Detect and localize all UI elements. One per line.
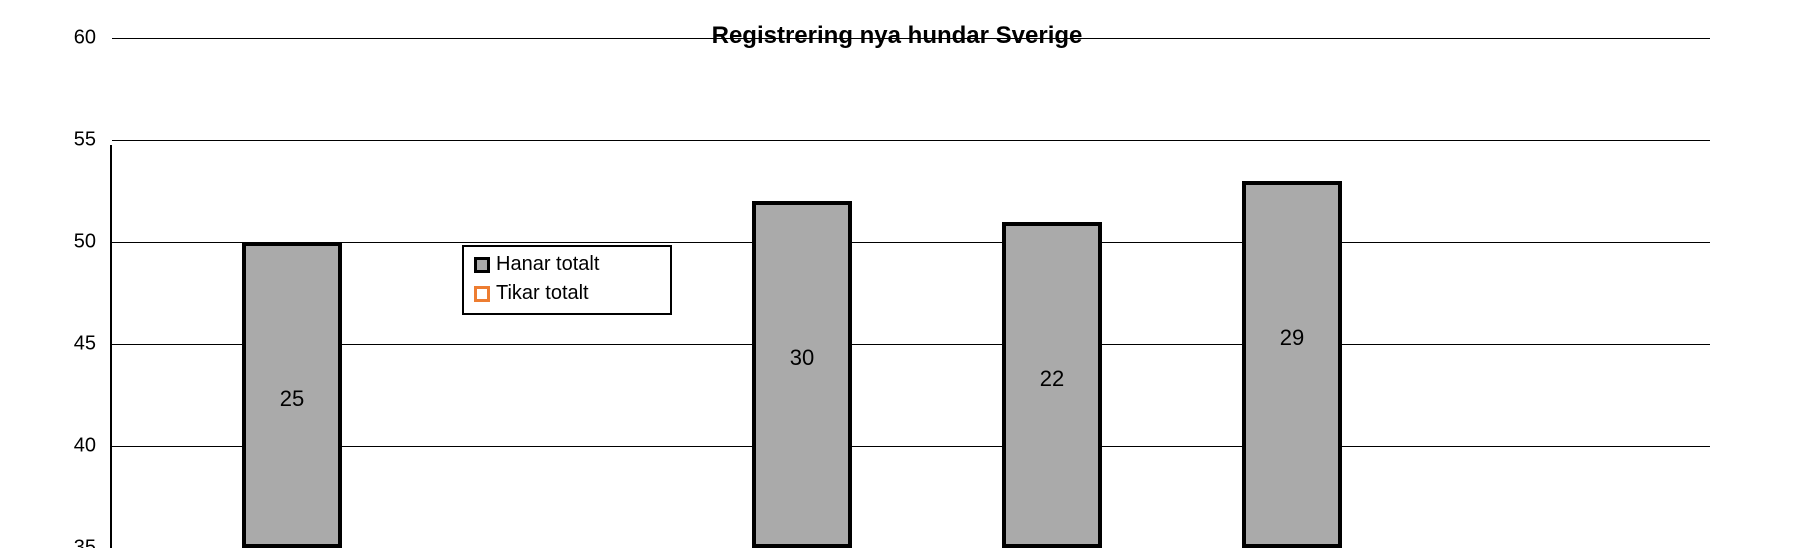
chart-title: Registrering nya hundar Sverige	[0, 22, 1794, 50]
legend-item: Hanar totalt	[474, 253, 660, 276]
bar-value-label: 25	[246, 386, 338, 412]
y-tick-label: 40	[56, 435, 96, 458]
gridline	[112, 344, 1710, 345]
bar: 30	[752, 201, 852, 548]
bar-value-label: 22	[1006, 366, 1098, 392]
gridline	[112, 140, 1710, 141]
bar: 29	[1242, 181, 1342, 548]
bar-value-label: 30	[756, 345, 848, 371]
gridline	[112, 446, 1710, 447]
gridline	[112, 242, 1710, 243]
chart-stage: Registrering nya hundar Sverige Hanar to…	[0, 0, 1794, 548]
y-tick-label: 50	[56, 231, 96, 254]
legend-label: Tikar totalt	[496, 282, 589, 305]
bar: 25	[242, 242, 342, 548]
legend-label: Hanar totalt	[496, 253, 599, 276]
bar: 22	[1002, 222, 1102, 548]
legend-marker	[474, 257, 490, 273]
y-tick-label: 35	[56, 537, 96, 548]
legend-marker	[474, 286, 490, 302]
chart-legend: Hanar totalt Tikar totalt	[462, 245, 672, 315]
gridline	[112, 38, 1710, 39]
y-tick-label: 60	[56, 27, 96, 50]
y-tick-label: 55	[56, 129, 96, 152]
legend-item: Tikar totalt	[474, 282, 660, 305]
chart-plot-area: Hanar totaltTikar totalt 354045505560253…	[110, 145, 1710, 548]
y-tick-label: 45	[56, 333, 96, 356]
bar-value-label: 29	[1246, 325, 1338, 351]
